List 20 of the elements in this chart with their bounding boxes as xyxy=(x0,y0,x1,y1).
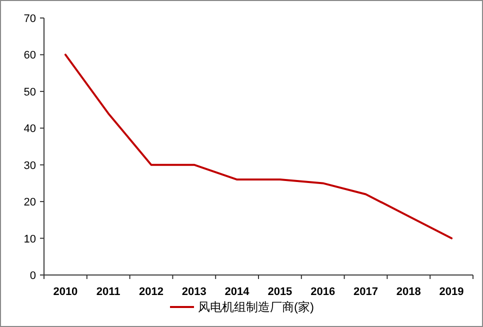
y-tick-label: 20 xyxy=(24,196,36,209)
line-series xyxy=(64,54,453,240)
x-tick-label: 2014 xyxy=(224,286,250,298)
y-tick-label: 30 xyxy=(24,160,36,172)
y-tick-label: 70 xyxy=(24,13,36,25)
y-tick-label: 10 xyxy=(24,233,36,246)
x-tick-label: 2010 xyxy=(53,286,78,298)
x-tick-label: 2017 xyxy=(354,286,378,298)
y-tick-label: 40 xyxy=(24,123,36,136)
y-tick-label: 50 xyxy=(24,86,36,98)
y-tick-label: 0 xyxy=(30,270,36,282)
x-tick-label: 2016 xyxy=(310,286,336,298)
x-tick-label: 2018 xyxy=(396,286,421,298)
legend-label: 风电机组制造厂商(家) xyxy=(198,300,314,314)
y-tick-label: 60 xyxy=(24,50,36,62)
x-tick-label: 2019 xyxy=(439,286,464,298)
x-tick-label: 2011 xyxy=(96,286,120,298)
x-tick-label: 2015 xyxy=(268,286,292,298)
x-tick-label: 2012 xyxy=(139,286,164,298)
x-tick-label: 2013 xyxy=(182,286,206,298)
